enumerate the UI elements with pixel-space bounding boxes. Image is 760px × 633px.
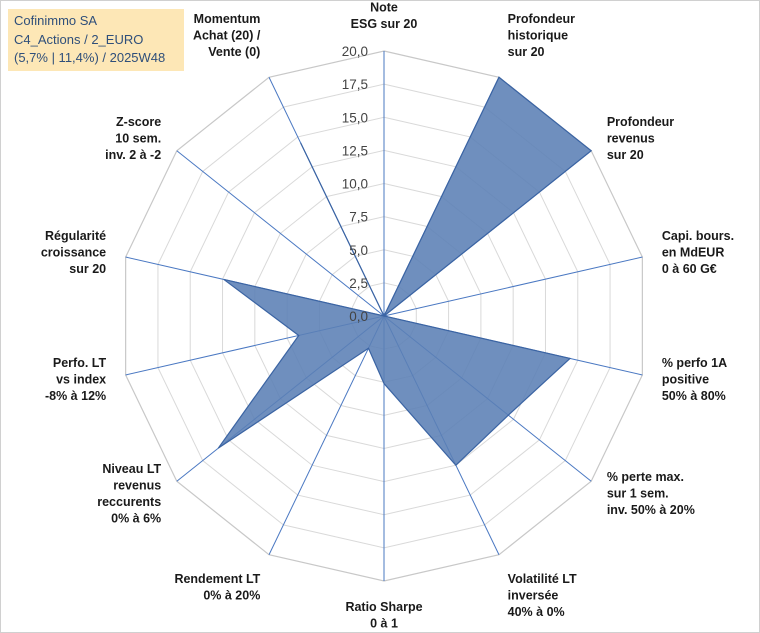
axis-label-line: Profondeur bbox=[607, 115, 674, 129]
axis-label-line: sur 20 bbox=[69, 262, 106, 276]
axis-labels: Note ESG sur 20 Profondeur historique sur 20… bbox=[41, 1, 734, 631]
axis-label-line: % perfo 1A bbox=[662, 356, 727, 370]
axis-label-line: inversée bbox=[508, 588, 559, 602]
radial-tick-label: 15,0 bbox=[342, 110, 368, 125]
chart-title-box: Cofinimmo SA C4_Actions / 2_EURO (5,7% |… bbox=[8, 9, 184, 71]
radial-tick-label: 12,5 bbox=[342, 143, 368, 158]
spoke-12 bbox=[176, 150, 385, 317]
axis-label-line: revenus bbox=[113, 478, 161, 492]
axis-label-12: Z-score 10 sem. inv. 2 à -2 bbox=[105, 115, 161, 162]
axis-label-line: revenus bbox=[607, 131, 655, 145]
axis-label-2: Profondeur revenus sur 20 bbox=[607, 115, 674, 162]
axis-label-line: Perfo. LT bbox=[53, 356, 107, 370]
axis-label-line: -8% à 12% bbox=[45, 389, 106, 403]
axis-label-line: Niveau LT bbox=[102, 462, 161, 476]
radial-tick-label: 17,5 bbox=[342, 77, 368, 92]
title-line-2: C4_Actions / 2_EURO bbox=[14, 31, 144, 47]
axis-label-line: sur 1 sem. bbox=[607, 487, 669, 501]
axis-label-line: Profondeur bbox=[508, 12, 575, 26]
axis-label-line: Rendement LT bbox=[174, 572, 260, 586]
axis-label-line: ESG sur 20 bbox=[351, 17, 418, 31]
axis-label-line: Momentum bbox=[194, 12, 261, 26]
title-line-1: Cofinimmo SA bbox=[14, 13, 98, 28]
radial-tick-label: 2,5 bbox=[349, 276, 368, 291]
radial-tick-label: 7,5 bbox=[349, 210, 368, 225]
axis-label-line: sur 20 bbox=[508, 45, 545, 59]
axis-label-line: Ratio Sharpe bbox=[345, 600, 422, 614]
axis-label-4: % perfo 1A positive 50% à 80% bbox=[662, 356, 727, 403]
axis-label-13: Momentum Achat (20) / Vente (0) bbox=[193, 12, 261, 59]
axis-label-11: Régularité croissance sur 20 bbox=[41, 229, 106, 276]
axis-label-line: 50% à 80% bbox=[662, 389, 726, 403]
axis-label-9: Niveau LT revenus reccurents 0% à 6% bbox=[97, 462, 161, 526]
axis-label-line: vs index bbox=[56, 372, 106, 386]
radial-tick-label: 10,0 bbox=[342, 177, 368, 192]
axis-label-0: Note ESG sur 20 bbox=[351, 1, 418, 31]
spoke-3 bbox=[383, 256, 643, 317]
axis-label-line: Capi. bours. bbox=[662, 229, 734, 243]
axis-label-line: 0% à 20% bbox=[203, 588, 260, 602]
axis-label-6: Volatilité LT inversée 40% à 0% bbox=[508, 572, 577, 619]
series-area bbox=[217, 76, 593, 467]
axis-label-line: en MdEUR bbox=[662, 246, 725, 260]
axis-label-10: Perfo. LT vs index -8% à 12% bbox=[45, 356, 107, 403]
axis-label-line: inv. 50% à 20% bbox=[607, 503, 695, 517]
axis-label-line: 40% à 0% bbox=[508, 605, 565, 619]
spoke-8 bbox=[268, 315, 385, 555]
axis-label-line: reccurents bbox=[97, 495, 161, 509]
axis-label-line: 0 à 60 G€ bbox=[662, 262, 717, 276]
axis-label-line: croissance bbox=[41, 246, 106, 260]
axis-label-line: historique bbox=[508, 29, 568, 43]
axis-label-line: positive bbox=[662, 372, 709, 386]
axis-label-7: Ratio Sharpe 0 à 1 bbox=[345, 600, 422, 631]
axis-label-line: Régularité bbox=[45, 229, 106, 243]
axis-label-line: Note bbox=[370, 1, 398, 15]
axis-label-8: Rendement LT 0% à 20% bbox=[174, 572, 260, 603]
radial-tick-labels: 0,0 2,5 5,0 7,5 10,0 12,5 15,0 17,5 20,0 bbox=[342, 44, 368, 324]
axis-label-line: 10 sem. bbox=[115, 131, 161, 145]
axis-label-5: % perte max. sur 1 sem. inv. 50% à 20% bbox=[607, 470, 695, 517]
title-line-3: (5,7% | 11,4%) / 2025W48 bbox=[14, 50, 166, 65]
axis-label-line: inv. 2 à -2 bbox=[105, 148, 161, 162]
axis-label-1: Profondeur historique sur 20 bbox=[508, 12, 575, 59]
radial-tick-label: 5,0 bbox=[349, 243, 368, 258]
radial-tick-label: 20,0 bbox=[342, 44, 368, 59]
axis-label-line: Achat (20) / bbox=[193, 29, 261, 43]
radar-series bbox=[217, 76, 593, 467]
radial-tick-label: 0,0 bbox=[349, 309, 368, 324]
axis-label-line: Vente (0) bbox=[208, 45, 260, 59]
axis-label-line: sur 20 bbox=[607, 148, 644, 162]
axis-label-line: Z-score bbox=[116, 115, 161, 129]
axis-label-line: % perte max. bbox=[607, 470, 684, 484]
axis-label-3: Capi. bours. en MdEUR 0 à 60 G€ bbox=[662, 229, 734, 276]
axis-label-line: Volatilité LT bbox=[508, 572, 577, 586]
axis-label-line: 0 à 1 bbox=[370, 617, 398, 631]
axis-label-line: 0% à 6% bbox=[111, 511, 161, 525]
